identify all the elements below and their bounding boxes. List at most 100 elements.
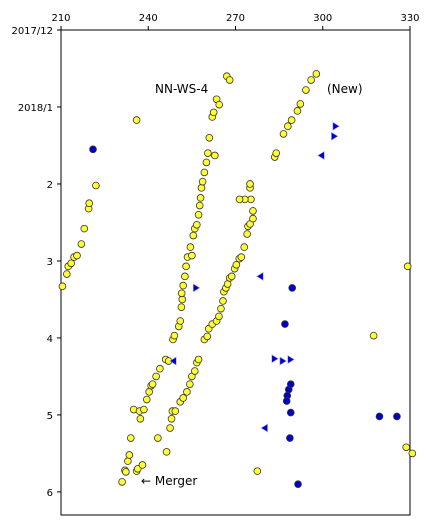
yellow-point — [190, 367, 199, 375]
yellow-point — [92, 181, 100, 190]
yellow-point — [237, 253, 246, 261]
yellow-point — [302, 86, 310, 94]
yellow-point — [177, 303, 186, 311]
yellow-point — [138, 461, 147, 469]
triangle-right-point — [271, 354, 279, 364]
yellow-point — [227, 272, 236, 281]
yellow-point — [312, 70, 321, 78]
blue-point — [282, 397, 291, 405]
yellow-point — [215, 312, 223, 321]
yellow-point — [73, 251, 81, 260]
y-axis: 2017/12 2018/1 2 3 4 5 6 — [11, 26, 61, 499]
x-tick-label: 240 — [139, 13, 158, 24]
yellow-point — [156, 364, 164, 373]
yellow-point — [235, 195, 244, 204]
yellow-point — [176, 317, 185, 325]
blue-point — [375, 412, 384, 421]
yellow-point — [369, 331, 378, 340]
blue-point — [286, 380, 295, 388]
triangle-right-point — [287, 354, 295, 365]
yellow-point — [272, 149, 281, 157]
yellow-point — [148, 380, 157, 388]
yellow-point — [202, 158, 211, 167]
yellow-point — [194, 210, 203, 219]
yellow-point — [77, 240, 86, 248]
triangle-left-point — [260, 423, 268, 433]
x-axis: 210 240 270 300 330 — [51, 13, 420, 30]
yellow-point — [205, 133, 214, 142]
y-tick-label: 6 — [47, 488, 53, 499]
yellow-point — [182, 262, 190, 271]
yellow-point — [177, 289, 186, 298]
yellow-point — [63, 270, 71, 278]
yellow-point — [232, 261, 241, 269]
yellow-point — [198, 177, 207, 186]
x-tick-label: 270 — [226, 13, 245, 24]
triangle-right-point — [331, 131, 339, 141]
yellow-point — [178, 295, 187, 304]
annotation-new: (New) — [327, 82, 363, 96]
yellow-point — [186, 380, 194, 388]
yellow-point — [253, 467, 262, 475]
yellow-point — [217, 304, 225, 313]
yellow-point — [80, 224, 89, 233]
blue-point — [89, 145, 97, 154]
yellow-point — [203, 332, 212, 341]
yellow-point — [215, 100, 224, 109]
yellow-point — [219, 297, 227, 305]
yellow-point — [249, 214, 257, 223]
yellow-point — [118, 478, 126, 486]
triangle-left-point — [317, 150, 325, 161]
yellow-point — [179, 394, 187, 402]
yellow-point — [293, 107, 302, 115]
yellow-point — [152, 372, 160, 381]
yellow-point — [246, 180, 254, 188]
yellow-point — [122, 468, 130, 476]
blue-point — [286, 408, 295, 417]
x-tick-label: 300 — [313, 13, 332, 24]
yellow-point — [132, 116, 141, 124]
yellow-point — [243, 230, 251, 238]
y-tick-label: 3 — [47, 257, 53, 268]
yellow-point — [284, 122, 292, 131]
triangle-right-point — [192, 283, 201, 293]
blue-point — [288, 284, 297, 292]
yellow-point — [181, 272, 189, 281]
yellow-point — [166, 424, 174, 432]
triangle-right-point — [332, 121, 340, 131]
yellow-point — [58, 282, 67, 291]
yellow-point — [196, 194, 205, 202]
plot-area — [60, 29, 411, 516]
yellow-point — [142, 395, 151, 404]
y-tick-label: 4 — [47, 334, 53, 345]
yellow-point — [279, 130, 288, 138]
yellow-point — [296, 100, 305, 108]
x-tick-label: 330 — [400, 13, 419, 24]
yellow-point — [183, 388, 191, 396]
blue-point — [393, 412, 401, 421]
yellow-point — [127, 434, 135, 442]
yellow-point — [140, 405, 148, 414]
yellow-point — [194, 355, 203, 364]
yellow-point — [154, 434, 162, 442]
yellow-point — [171, 407, 180, 415]
yellow-point — [287, 116, 296, 124]
yellow-point — [403, 262, 412, 271]
yellow-point — [136, 414, 145, 423]
yellow-point — [188, 251, 196, 260]
yellow-point — [125, 451, 134, 459]
yellow-point — [204, 149, 212, 157]
yellow-point — [193, 220, 201, 229]
yellow-point — [170, 331, 179, 340]
chart-title: NN-WS-4 — [155, 82, 208, 96]
yellow-point — [211, 151, 219, 160]
y-tick-label: 2017/12 — [11, 26, 53, 37]
y-tick-label: 5 — [47, 411, 53, 422]
triangle-left-point — [256, 271, 264, 281]
yellow-point — [240, 243, 249, 251]
yellow-point — [200, 168, 209, 177]
yellow-point — [186, 243, 195, 251]
yellow-point — [67, 259, 75, 268]
x-tick-label: 210 — [51, 13, 70, 24]
yellow-point — [408, 449, 417, 458]
